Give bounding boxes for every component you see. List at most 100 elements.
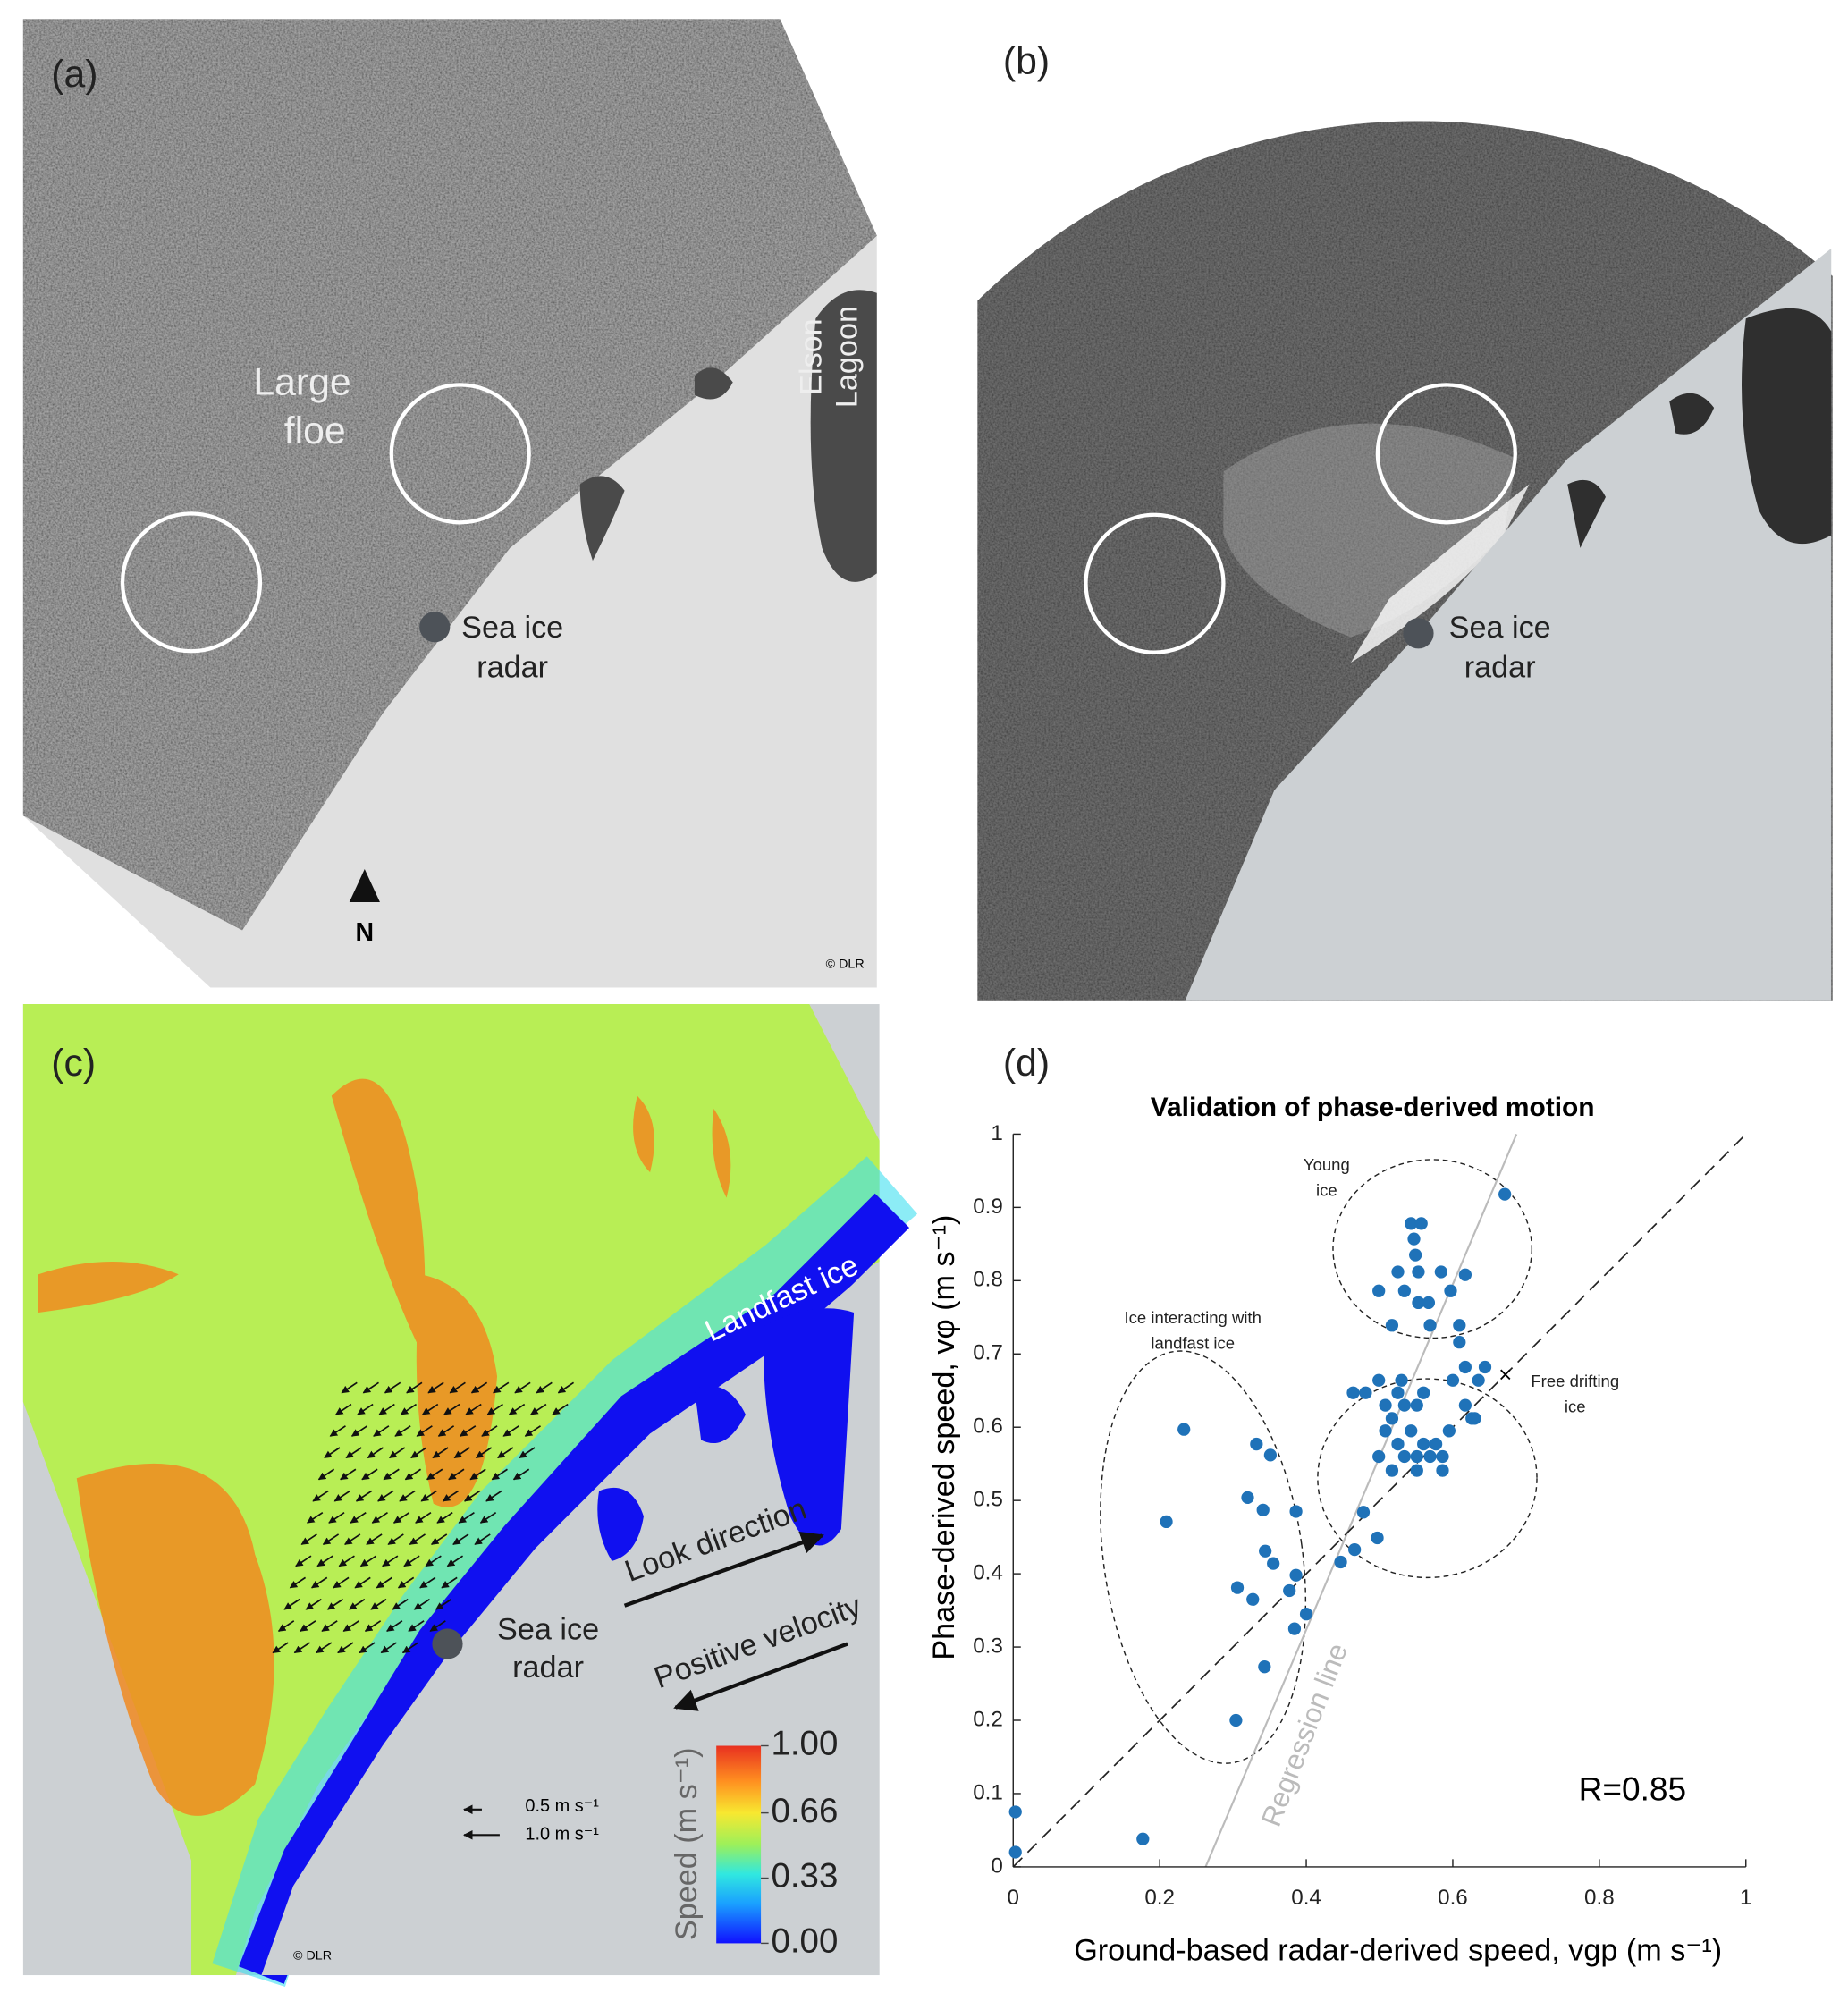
point bbox=[1498, 1187, 1512, 1201]
x-tick-label: 0.8 bbox=[1584, 1886, 1615, 1910]
arrow bbox=[295, 1555, 312, 1567]
arrow bbox=[354, 1576, 371, 1589]
point bbox=[1412, 1265, 1425, 1279]
arrow bbox=[376, 1576, 392, 1589]
point bbox=[1442, 1424, 1456, 1438]
point bbox=[1008, 1845, 1022, 1859]
arrow bbox=[328, 1511, 345, 1524]
floe-label: Large bbox=[253, 361, 350, 404]
credit: © DLR bbox=[826, 958, 865, 972]
panel-d: (d) Validation of phase-derived motion G… bbox=[927, 1042, 1752, 1968]
chart-title: Validation of phase-derived motion bbox=[1151, 1093, 1595, 1122]
arrow bbox=[493, 1381, 510, 1394]
point bbox=[1299, 1608, 1313, 1621]
one-to-one-line bbox=[1012, 1133, 1747, 1868]
y-tick-label: 0 bbox=[991, 1854, 1002, 1878]
point bbox=[1177, 1423, 1191, 1436]
point bbox=[1385, 1319, 1399, 1332]
point bbox=[1472, 1373, 1485, 1387]
point bbox=[1436, 1464, 1449, 1477]
arrow bbox=[349, 1598, 366, 1610]
arrow bbox=[345, 1447, 362, 1459]
y-tick-label: 0.1 bbox=[973, 1780, 1003, 1804]
arrow bbox=[448, 1468, 465, 1481]
colorbar-label: Speed (m s⁻¹) bbox=[670, 1747, 704, 1940]
panel-label: (d) bbox=[1003, 1042, 1050, 1085]
point bbox=[1008, 1805, 1022, 1819]
point bbox=[1397, 1449, 1411, 1464]
arrow bbox=[403, 1555, 420, 1567]
arrow bbox=[333, 1576, 350, 1589]
point bbox=[1259, 1544, 1272, 1558]
radar-label: radar bbox=[1464, 650, 1536, 684]
colorbar-tick-label: 0.66 bbox=[771, 1792, 838, 1830]
arrow bbox=[312, 1490, 329, 1502]
arrow bbox=[465, 1403, 482, 1415]
point bbox=[1250, 1437, 1263, 1451]
arrow bbox=[315, 1642, 333, 1654]
point bbox=[1229, 1713, 1243, 1727]
vector-field bbox=[272, 1381, 575, 1654]
arrow bbox=[432, 1447, 449, 1459]
point bbox=[1422, 1296, 1436, 1310]
arrow bbox=[508, 1403, 526, 1415]
point bbox=[1160, 1515, 1173, 1529]
radar-dot bbox=[432, 1628, 463, 1659]
arrow bbox=[335, 1403, 352, 1415]
arrow bbox=[388, 1447, 406, 1459]
colorbar-tick-label: 1.00 bbox=[771, 1725, 838, 1763]
point bbox=[1458, 1398, 1472, 1412]
panel-b: (b) Sea ice radar bbox=[977, 40, 1833, 1001]
point bbox=[1478, 1360, 1492, 1374]
arrow bbox=[442, 1490, 460, 1502]
arrow bbox=[420, 1490, 437, 1502]
arrow bbox=[458, 1511, 475, 1524]
point bbox=[1412, 1296, 1425, 1310]
circle bbox=[1084, 512, 1226, 654]
annotation: Young bbox=[1304, 1155, 1350, 1174]
arrow bbox=[357, 1403, 374, 1415]
arrow bbox=[380, 1642, 397, 1654]
arrow bbox=[519, 1447, 536, 1459]
arrow bbox=[460, 1425, 477, 1437]
point bbox=[1405, 1424, 1418, 1438]
panel-label: (c) bbox=[51, 1042, 96, 1085]
arrow bbox=[512, 1468, 530, 1481]
arrow bbox=[421, 1403, 439, 1415]
point bbox=[1289, 1568, 1303, 1582]
arrow bbox=[326, 1598, 344, 1610]
radar-dot bbox=[1403, 618, 1434, 649]
arrow bbox=[338, 1555, 355, 1567]
y-axis-label: Phase-derived speed, vφ (m s⁻¹) bbox=[927, 1215, 961, 1660]
arrow bbox=[481, 1425, 498, 1437]
point bbox=[1391, 1437, 1405, 1451]
arrow bbox=[464, 1490, 481, 1502]
y-tick-label: 0.5 bbox=[973, 1488, 1003, 1512]
y-tick-label: 0.9 bbox=[973, 1195, 1003, 1219]
credit: © DLR bbox=[293, 1948, 332, 1963]
look-arrow bbox=[623, 1531, 824, 1608]
arrow bbox=[366, 1533, 383, 1546]
arrow bbox=[536, 1381, 553, 1394]
point bbox=[1436, 1449, 1449, 1464]
arrow bbox=[310, 1576, 328, 1589]
point bbox=[1423, 1319, 1437, 1332]
point bbox=[1385, 1464, 1399, 1477]
arrow bbox=[394, 1425, 411, 1437]
arrow bbox=[378, 1403, 395, 1415]
cluster-ellipse bbox=[1332, 1159, 1533, 1339]
lagoon-label: Lagoon bbox=[830, 306, 864, 408]
arrow bbox=[446, 1555, 464, 1567]
point bbox=[1267, 1557, 1280, 1570]
scale-label: 0.5 m s⁻¹ bbox=[525, 1796, 599, 1816]
point bbox=[1397, 1398, 1411, 1412]
point bbox=[1348, 1542, 1362, 1557]
point bbox=[1371, 1531, 1384, 1545]
point bbox=[1410, 1398, 1423, 1412]
y-tick-label: 0.8 bbox=[973, 1268, 1003, 1292]
point bbox=[1417, 1386, 1430, 1399]
arrow bbox=[367, 1447, 384, 1459]
pond bbox=[579, 367, 733, 562]
annotation: Free drifting bbox=[1531, 1372, 1619, 1390]
